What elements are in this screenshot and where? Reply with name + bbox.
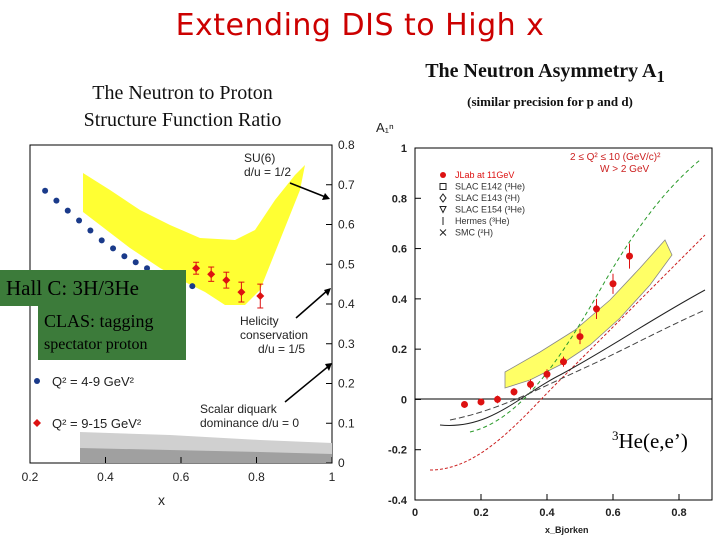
left-point-q2-high	[192, 264, 201, 273]
left-y-tick-label: 0.4	[338, 297, 355, 311]
left-point-q2-low	[98, 237, 105, 244]
clas-callout: CLAS: tagging spectator proton	[38, 306, 186, 360]
left-y-tick-label: 0.5	[338, 257, 355, 271]
right-chart-subheading: (similar precision for p and d)	[467, 94, 633, 109]
left-point-q2-low	[87, 227, 94, 234]
yellow-band	[83, 165, 305, 305]
legend-q2-high: Q² = 9-15 GeV²	[52, 416, 142, 431]
left-y-tick-label: 0.6	[338, 218, 355, 232]
helicity-arrowhead	[324, 288, 331, 296]
diquark-label-2: dominance d/u = 0	[200, 416, 299, 430]
left-point-q2-low	[189, 283, 196, 290]
left-point-q2-low	[144, 265, 151, 272]
left-point-q2-low	[110, 245, 117, 252]
su6-label-1: SU(6)	[244, 151, 275, 165]
su6-arrowhead	[322, 193, 330, 200]
left-y-tick-label: 0.1	[338, 416, 355, 430]
helicity-label-3: d/u = 1/5	[258, 342, 305, 356]
clas-callout-line1: CLAS: tagging	[44, 311, 154, 331]
legend-q2-low: Q² = 4-9 GeV²	[52, 374, 135, 389]
left-heading-line2: Structure Function Ratio	[83, 109, 282, 131]
legend-marker-q2-low	[34, 378, 40, 384]
slide-title: Extending DIS to High x	[175, 8, 545, 43]
left-y-tick-label: 0.2	[338, 377, 355, 391]
grey-band-dark	[80, 448, 332, 463]
he3-label: 3He(e,e’)	[612, 428, 688, 454]
helicity-arrow	[295, 289, 329, 319]
right-heading-text: The Neutron Asymmetry A	[425, 60, 657, 82]
helicity-label-2: conservation	[240, 328, 308, 342]
diquark-arrow	[284, 364, 331, 403]
helicity-label-1: Helicity	[240, 314, 279, 328]
right-chart-heading: The Neutron Asymmetry A1	[380, 60, 710, 87]
left-x-tick-label: 0.2	[22, 470, 39, 484]
he3-label-sup: 3	[612, 428, 619, 443]
diquark-label-1: Scalar diquark	[200, 402, 278, 416]
left-x-axis-label: x	[158, 492, 165, 508]
left-x-tick-label: 0.6	[173, 470, 190, 484]
diquark-arrowhead	[325, 363, 332, 371]
left-y-tick-label: 0.8	[338, 138, 355, 152]
left-point-q2-high	[256, 292, 265, 301]
left-chart-heading: The Neutron to Proton Structure Function…	[40, 80, 325, 134]
left-axis-ticks: 0 0.1 0.2 0.3 0.4 0.5 0.6 0.7 0.8 0.2 0.4 0.6 0.8 1	[22, 138, 355, 484]
left-heading-line1: The Neutron to Proton	[92, 82, 273, 104]
left-point-q2-low	[53, 197, 60, 204]
left-point-q2-high	[237, 288, 246, 297]
left-point-q2-low	[76, 217, 83, 224]
left-point-q2-low	[42, 187, 49, 194]
legend-marker-q2-high	[33, 419, 41, 427]
left-y-tick-label: 0	[338, 456, 345, 470]
left-y-tick-label: 0.3	[338, 337, 355, 351]
left-y-tick-label: 0.7	[338, 178, 355, 192]
left-point-q2-low	[64, 207, 71, 214]
su6-arrow	[289, 182, 329, 199]
left-x-tick-label: 1	[329, 470, 336, 484]
clas-callout-line2: spectator proton	[44, 336, 148, 353]
left-point-q2-high	[222, 276, 231, 285]
left-point-q2-low	[132, 259, 139, 266]
su6-label-2: d/u = 1/2	[244, 165, 291, 179]
right-heading-subscript: 1	[656, 67, 665, 86]
left-x-tick-label: 0.4	[97, 470, 114, 484]
hall-c-callout: Hall C: 3H/3He	[0, 270, 186, 306]
left-x-tick-label: 0.8	[248, 470, 265, 484]
left-point-q2-low	[121, 253, 128, 260]
left-point-q2-high	[207, 270, 216, 279]
he3-label-text: He(e,e’)	[618, 429, 688, 453]
